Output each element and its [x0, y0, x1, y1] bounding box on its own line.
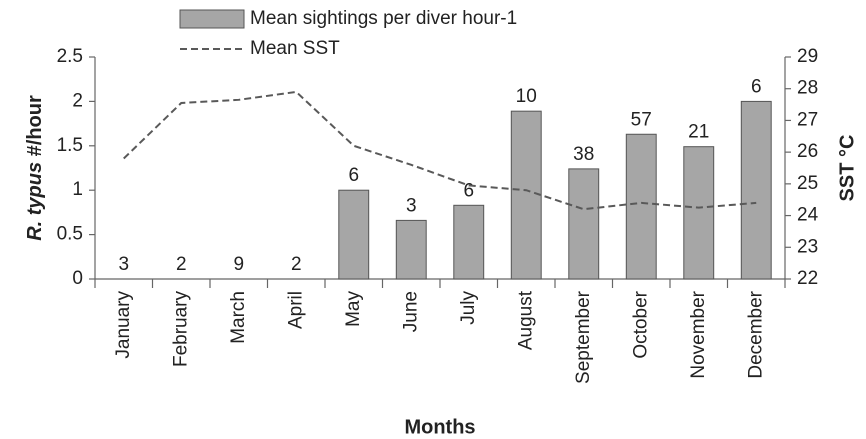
bar-annotation: 6	[348, 165, 359, 186]
y2-tick-label: 22	[797, 268, 818, 289]
x-tick-label: May	[343, 291, 364, 327]
y2-tick-label: 23	[797, 236, 818, 257]
bar-annotation: 38	[573, 144, 594, 165]
x-tick-label: March	[228, 291, 249, 344]
x-tick-label: February	[170, 291, 191, 368]
bar	[338, 189, 370, 280]
x-tick-label: June	[400, 291, 421, 332]
bar	[568, 168, 600, 280]
y2-axis-label: SST °C	[836, 135, 858, 202]
x-tick-label: January	[113, 291, 134, 359]
y-axis-label-species: R. typus	[24, 162, 46, 241]
line	[123, 90, 757, 211]
y-tick-label: 0.5	[57, 224, 83, 245]
x-axis-label: Months	[404, 416, 475, 438]
bar	[510, 110, 542, 280]
bar	[740, 100, 772, 280]
bar-annotation: 57	[631, 109, 652, 130]
bar	[625, 133, 657, 280]
y2-tick-label: 24	[797, 205, 819, 226]
y-tick-label: 0	[72, 268, 83, 289]
y-tick-label: 1.5	[57, 135, 83, 156]
x-tick-label: August	[515, 290, 536, 350]
bar	[683, 146, 715, 280]
x-tick-label: April	[285, 291, 306, 329]
y2-tick-label: 29	[797, 46, 818, 67]
legend-label: Mean sightings per diver hour-1	[250, 8, 517, 29]
x-tick-label: November	[688, 290, 709, 378]
y2-tick-label: 26	[797, 141, 818, 162]
y-axis-label: R. typus #/hour	[24, 95, 46, 241]
x-tick-label: September	[573, 290, 594, 384]
bar-annotation: 2	[291, 254, 302, 275]
bar-annotation: 6	[463, 180, 474, 201]
bar-annotation: 21	[688, 122, 709, 143]
bar-annotation: 6	[751, 76, 762, 97]
y2-tick-label: 27	[797, 109, 818, 130]
legend-swatch	[179, 9, 245, 29]
y2-tick-label: 28	[797, 78, 818, 99]
bar-annotation: 2	[176, 254, 187, 275]
x-tick-label: October	[630, 290, 651, 358]
y-axis-label-unit: #/hour	[24, 95, 46, 156]
bar	[395, 219, 427, 280]
bar-annotation: 9	[233, 254, 244, 275]
bar	[453, 204, 485, 280]
y2-tick-label: 25	[797, 173, 818, 194]
bar-annotation: 3	[118, 254, 129, 275]
y-tick-label: 2.5	[57, 46, 83, 67]
y-tick-label: 1	[72, 179, 83, 200]
bar-annotation: 10	[516, 86, 537, 107]
x-tick-label: July	[458, 291, 479, 325]
x-tick-label: December	[745, 290, 766, 378]
legend-label: Mean SST	[250, 38, 340, 59]
bar-annotation: 3	[406, 195, 417, 216]
y-tick-label: 2	[72, 90, 83, 111]
